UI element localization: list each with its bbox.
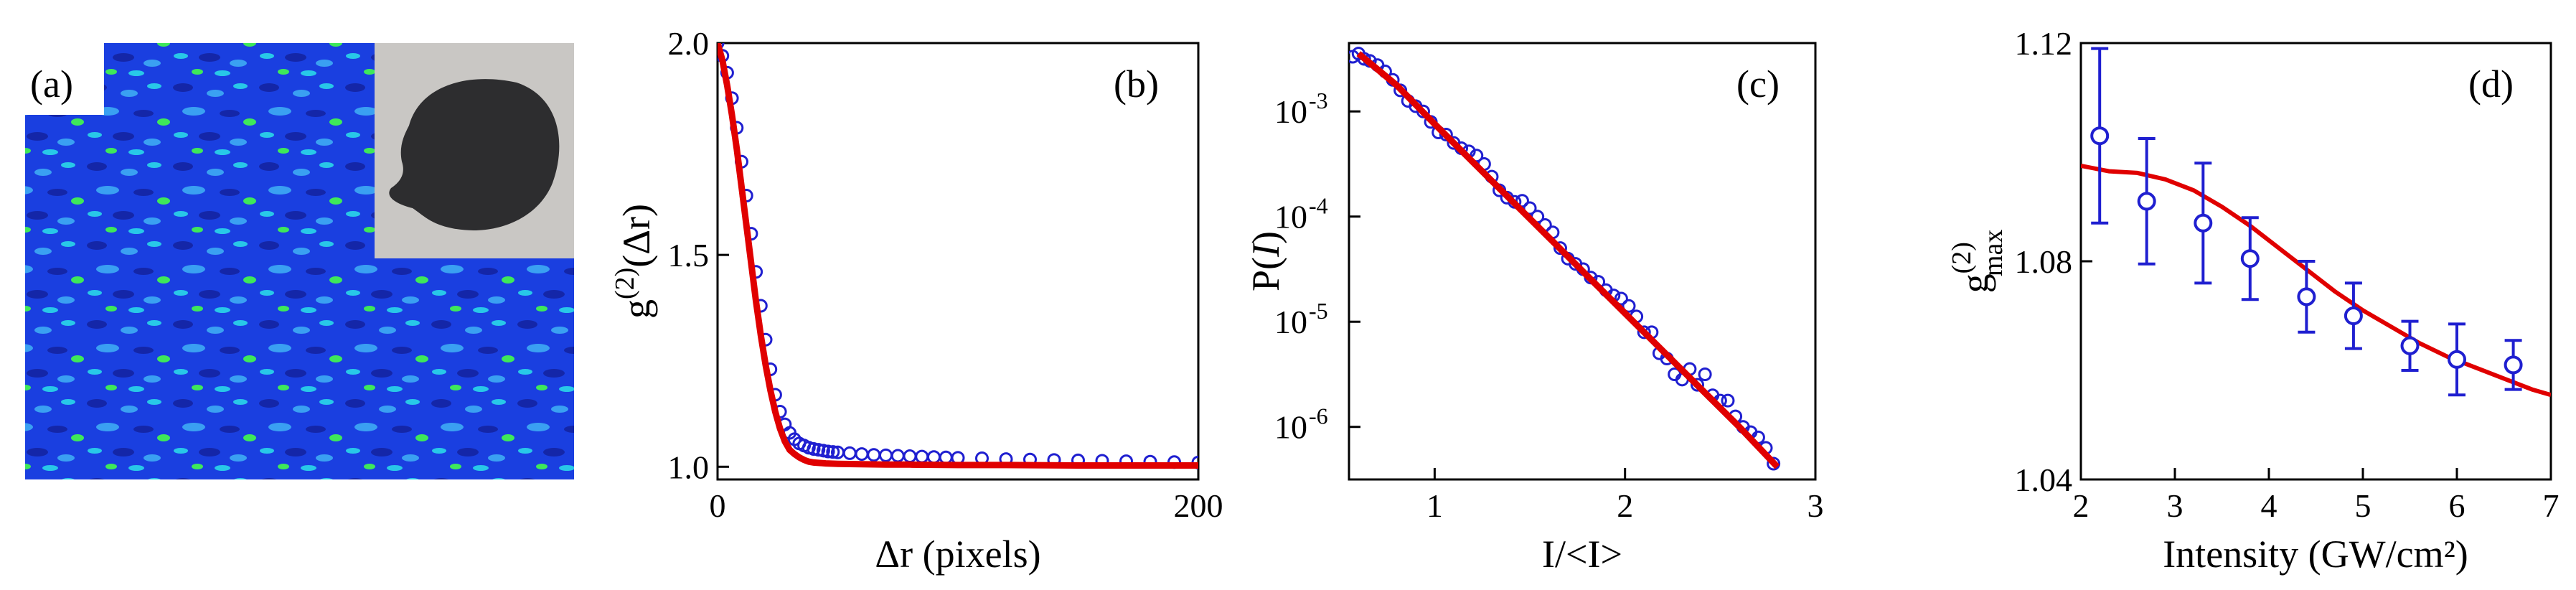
panel-label-d: (d) — [2468, 62, 2514, 106]
data-point-b — [821, 444, 835, 459]
data-point-c — [1614, 291, 1628, 306]
ticks-b: 0 200 1.0 1.5 2.0 — [668, 25, 1223, 524]
y-tick-label-c: 10 — [1274, 304, 1307, 340]
data-point-c — [1698, 367, 1712, 381]
ylabel-b: g(2)(Δr) — [610, 204, 658, 319]
data-point-d — [2344, 306, 2363, 325]
y-tick-exponent-c: -4 — [1309, 193, 1328, 219]
x-tick-label-b: 200 — [1174, 487, 1223, 524]
data-point-c — [1515, 194, 1529, 208]
data-point-d — [2137, 192, 2156, 211]
x-tick-label-d: 6 — [2449, 487, 2465, 524]
y-tick-label-d: 1.08 — [2015, 243, 2073, 280]
x-tick-label-d: 5 — [2355, 487, 2371, 524]
xlabel-b: Δr (pixels) — [875, 533, 1040, 576]
data-point-b — [816, 444, 830, 458]
data-point-c — [1439, 127, 1453, 141]
data-point-d — [2194, 213, 2213, 233]
data-point-c — [1416, 104, 1430, 118]
series-c-fit-line — [1356, 51, 1780, 469]
data-point-c — [1523, 201, 1537, 215]
data-point-b — [807, 441, 821, 456]
y-tick-label-c: 10 — [1274, 199, 1307, 235]
ylabel-c: P(I) — [1244, 231, 1287, 291]
y-tick-exponent-c: -6 — [1309, 403, 1328, 429]
y-tick-label-b: 1.5 — [668, 237, 710, 273]
x-tick-label-c: 2 — [1617, 487, 1633, 524]
xlabel-c: I/<I> — [1542, 533, 1622, 576]
y-tick-exponent-c: -5 — [1309, 298, 1328, 324]
xlabel-d: Intensity (GW/cm²) — [2163, 533, 2468, 576]
data-point-c — [1691, 378, 1705, 392]
data-point-d — [2448, 350, 2466, 369]
data-point-c — [1553, 241, 1567, 256]
y-tick-label-d: 1.04 — [2015, 462, 2073, 498]
data-point-d — [2090, 126, 2110, 146]
panel-label-b: (b) — [1114, 62, 1159, 106]
series-d-points — [2090, 47, 2523, 397]
plot-frame-c — [1348, 42, 1817, 481]
ticks-c: 1 2 310-310-410-510-6 — [1274, 88, 1824, 524]
data-point-d — [2504, 355, 2523, 375]
inset-sample-blob — [389, 79, 560, 230]
plot-frame-d — [2079, 42, 2552, 481]
panel-label-box — [25, 43, 104, 115]
ylabel-d: g(2)max — [1947, 230, 2008, 294]
x-tick-label-d: 4 — [2261, 487, 2277, 524]
panel-a: (a) — [25, 43, 574, 479]
data-point-b — [939, 450, 953, 464]
data-point-b — [879, 448, 893, 462]
data-point-b — [812, 443, 826, 457]
data-point-c — [1637, 325, 1651, 340]
y-tick-label-b: 1.0 — [668, 449, 710, 485]
data-point-b — [867, 448, 881, 462]
y-tick-label-c: 10 — [1274, 409, 1307, 446]
series-d-fit-line — [2081, 164, 2551, 398]
panel-c: 1 2 310-310-410-510-6 (c) I/<I> P(I) — [1244, 42, 1824, 576]
data-point-b — [890, 449, 905, 463]
x-tick-label-d: 3 — [2167, 487, 2184, 524]
y-tick-label-c: 10 — [1274, 93, 1307, 130]
data-point-b — [826, 445, 840, 459]
x-tick-label-c: 3 — [1808, 487, 1824, 524]
y-tick-exponent-c: -3 — [1309, 88, 1328, 113]
panel-label-c: (c) — [1736, 62, 1780, 106]
x-tick-label-b: 0 — [710, 487, 726, 524]
data-point-d — [2240, 249, 2260, 268]
data-point-b — [855, 447, 869, 462]
data-point-b — [903, 449, 917, 464]
panel-d: 2 3 4 5 6 7 1.04 1.08 1.12 (d) Intensity (GW/cm²… — [1947, 25, 2559, 576]
data-point-b — [842, 446, 857, 460]
ticks-d: 2 3 4 5 6 7 1.04 1.08 1.12 — [2015, 25, 2559, 524]
y-tick-label-d: 1.12 — [2015, 25, 2073, 62]
x-tick-label-d: 2 — [2073, 487, 2090, 524]
data-point-d — [2400, 336, 2420, 355]
plot-frame-b — [716, 42, 1200, 481]
data-point-c — [1721, 393, 1735, 408]
x-tick-label-c: 1 — [1426, 487, 1443, 524]
y-tick-label-b: 2.0 — [668, 25, 710, 62]
data-point-b — [915, 449, 929, 464]
panel-b: 0 200 1.0 1.5 2.0 (b) Δr (pixels) g(2)(Δr) — [610, 25, 1223, 576]
panel-label-a: (a) — [30, 62, 73, 106]
data-point-b — [927, 450, 941, 464]
data-point-c — [1622, 299, 1636, 313]
x-tick-label-d: 7 — [2543, 487, 2559, 524]
data-point-d — [2297, 287, 2316, 306]
series-b-fit-line — [718, 43, 1198, 469]
data-point-c — [1767, 456, 1781, 471]
